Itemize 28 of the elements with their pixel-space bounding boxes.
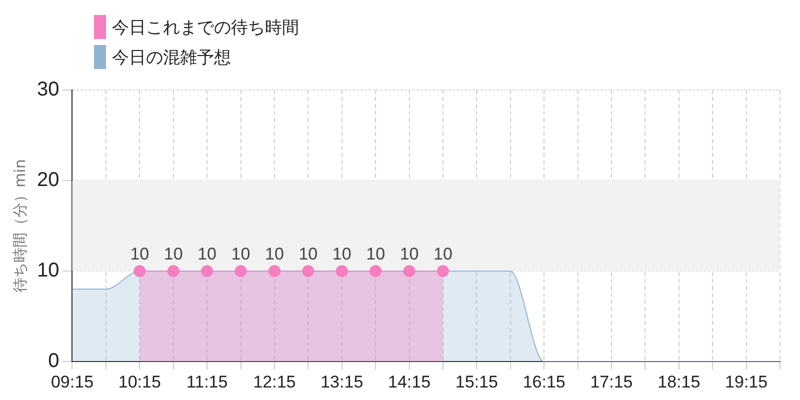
data-label: 10: [366, 244, 386, 264]
y-tick-label: 0: [48, 350, 60, 372]
x-tick-label: 18:15: [658, 372, 700, 392]
data-label: 10: [130, 244, 150, 264]
x-tick-label: 13:15: [320, 372, 364, 392]
x-tick-label: 17:15: [590, 372, 633, 392]
x-tick-label: 11:15: [186, 372, 228, 392]
data-label: 10: [434, 244, 452, 264]
data-label: 10: [265, 244, 284, 264]
x-tick-label: 16:15: [522, 372, 566, 392]
x-tick-label: 19:15: [725, 372, 768, 392]
x-tick-label: 10:15: [118, 372, 161, 392]
data-label: 10: [164, 244, 183, 264]
y-tick-label: 20: [36, 169, 60, 192]
data-label: 10: [231, 244, 250, 264]
x-tick-label: 14:15: [388, 372, 431, 392]
x-tick-label: 09:15: [50, 372, 94, 392]
legend-label: 今日の混雑予想: [112, 46, 231, 68]
data-label: 10: [332, 244, 352, 264]
data-label: 10: [298, 244, 318, 264]
legend-label: 今日これまでの待ち時間: [112, 16, 299, 38]
x-tick-label: 15:15: [455, 372, 498, 392]
data-label: 10: [400, 244, 419, 264]
y-tick-label: 30: [36, 78, 60, 101]
x-tick-label: 12:15: [253, 372, 296, 392]
y-tick-label: 10: [36, 260, 60, 282]
y-axis-title: 待ち時間（分）min: [10, 159, 29, 292]
data-label: 10: [198, 244, 217, 264]
